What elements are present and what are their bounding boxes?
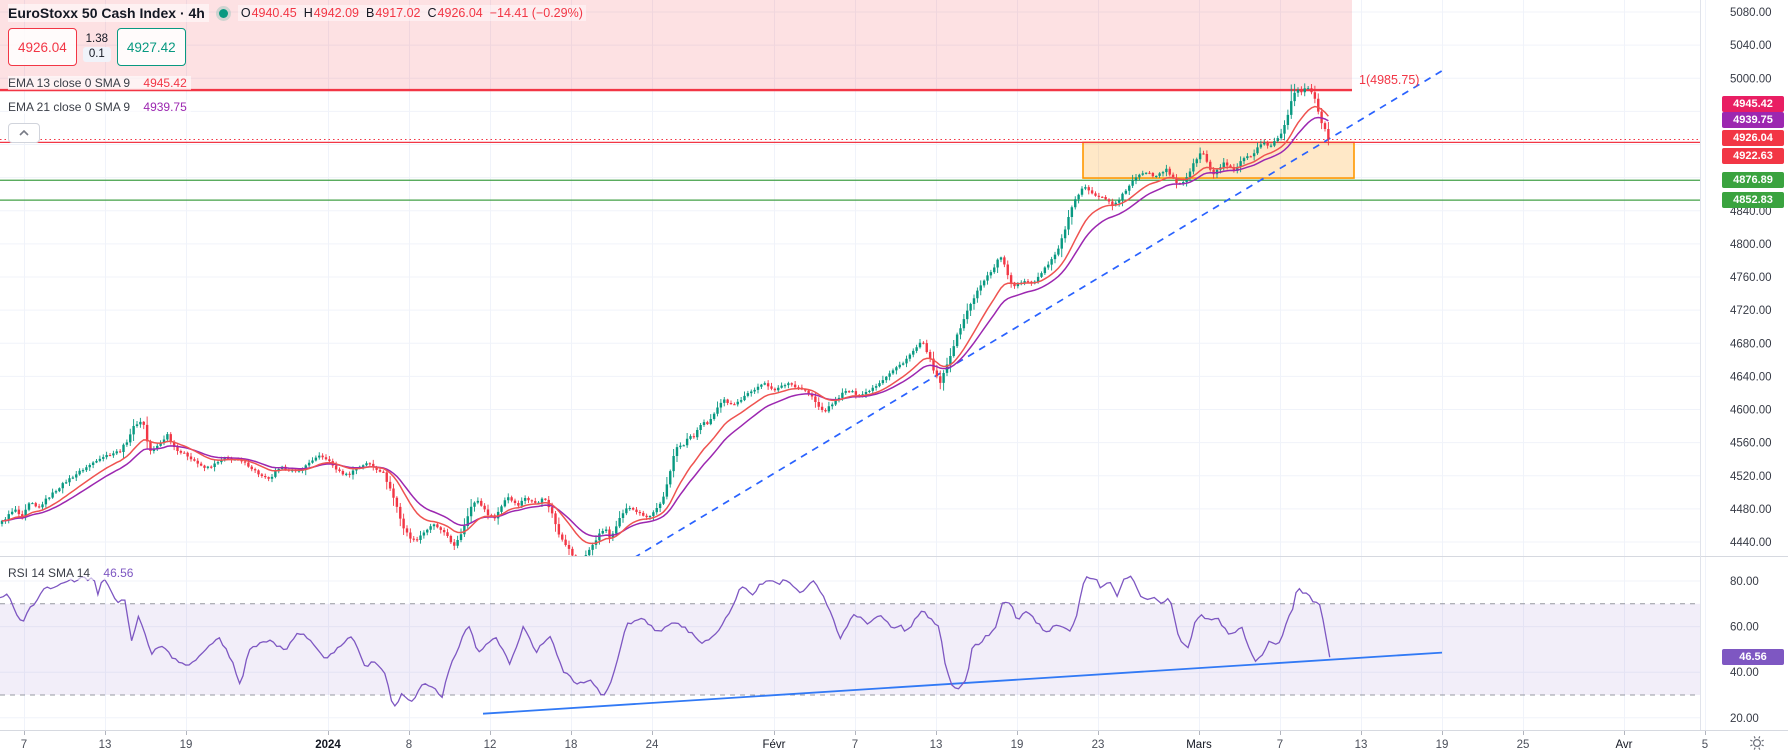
time-axis-label: 8 bbox=[406, 739, 412, 751]
time-axis-label: 12 bbox=[484, 739, 497, 751]
price-axis-label: 4720.00 bbox=[1730, 305, 1772, 317]
time-axis-label: 13 bbox=[1355, 739, 1368, 751]
ema21-line bbox=[1, 116, 1329, 538]
spread-top-value: 1.38 bbox=[85, 33, 108, 45]
open-value: 4940.45 bbox=[251, 6, 297, 20]
symbol-legend-row[interactable]: EuroStoxx 50 Cash Index · 4h O4940.45 H4… bbox=[8, 4, 586, 22]
high-value: 4942.09 bbox=[313, 6, 359, 20]
price-axis[interactable]: 5080.00 5040.00 5000.00 4840.00 4800.00 4760.… bbox=[1730, 7, 1772, 725]
rsi-axis-label: 20.00 bbox=[1730, 713, 1759, 725]
time-axis-label: 19 bbox=[1011, 739, 1024, 751]
time-axis-label: Avr bbox=[1615, 739, 1632, 751]
ohlc-values: O4940.45 H4942.09 B4917.02 C4926.04 −14.… bbox=[237, 5, 586, 21]
time-axis-label: 7 bbox=[1277, 739, 1283, 751]
time-axis-label: 7 bbox=[852, 739, 858, 751]
symbol-title[interactable]: EuroStoxx 50 Cash Index · 4h bbox=[8, 4, 209, 22]
low-value: 4917.02 bbox=[375, 6, 421, 20]
price-axis-label: 4520.00 bbox=[1730, 471, 1772, 483]
ema21-label: EMA 21 close 0 SMA 9 bbox=[8, 100, 131, 114]
time-axis-label: 13 bbox=[99, 739, 112, 751]
price-axis-label: 4600.00 bbox=[1730, 405, 1772, 417]
market-status-icon bbox=[218, 8, 228, 18]
close-value: 4926.04 bbox=[437, 6, 483, 20]
time-axis-label: Mars bbox=[1186, 739, 1212, 751]
time-axis-label: 19 bbox=[1436, 739, 1449, 751]
price-axis-label: 4480.00 bbox=[1730, 504, 1772, 516]
rsi-axis-label: 40.00 bbox=[1730, 667, 1759, 679]
price-trendline-dashed bbox=[635, 70, 1443, 556]
time-axis-label: Févr bbox=[763, 739, 786, 751]
price-axis-label: 4760.00 bbox=[1730, 272, 1772, 284]
ema13-line bbox=[1, 105, 1329, 545]
price-axis-label: 5000.00 bbox=[1730, 73, 1772, 85]
collapse-legend-button[interactable] bbox=[8, 123, 40, 143]
indicator-legend-ema21[interactable]: EMA 21 close 0 SMA 9 4939.75 bbox=[8, 100, 191, 114]
time-axis-label: 24 bbox=[646, 739, 659, 751]
chevron-up-icon bbox=[19, 130, 29, 136]
ema13-label: EMA 13 close 0 SMA 9 bbox=[8, 76, 131, 90]
time-axis-label: 23 bbox=[1092, 739, 1105, 751]
rsi-axis-label: 60.00 bbox=[1730, 622, 1759, 634]
time-axis-label: 13 bbox=[930, 739, 943, 751]
price-axis-label: 5040.00 bbox=[1730, 40, 1772, 52]
spread-indicator: 1.38 0.1 bbox=[82, 28, 111, 66]
spread-bottom-value: 0.1 bbox=[82, 47, 111, 62]
resistance-price-label: 1(4985.75) bbox=[1359, 73, 1419, 87]
axis-settings-gear-icon[interactable] bbox=[1750, 736, 1764, 750]
rsi-band bbox=[0, 603, 1700, 695]
time-axis-label: 2024 bbox=[315, 739, 341, 751]
time-axis-label: 7 bbox=[21, 739, 27, 751]
price-axis-label: 4440.00 bbox=[1730, 537, 1772, 549]
time-axis-label: 19 bbox=[180, 739, 193, 751]
rsi-value: 46.56 bbox=[103, 566, 134, 580]
ema-lines-group bbox=[1, 105, 1329, 545]
price-axis-label: 5080.00 bbox=[1730, 7, 1772, 19]
indicator-legend-ema13[interactable]: EMA 13 close 0 SMA 9 4945.42 bbox=[8, 76, 191, 90]
time-axis[interactable]: 7 13 19 2024 8 12 18 24 Févr 7 13 19 23 Mars 7 13 19 25 Av… bbox=[21, 731, 1708, 751]
rsi-line bbox=[0, 575, 1331, 708]
rsi-axis-label: 80.00 bbox=[1730, 576, 1759, 588]
buy-button[interactable]: 4927.42 bbox=[116, 28, 186, 66]
rsi-label: RSI 14 SMA 14 bbox=[8, 566, 91, 580]
change-value: −14.41 (−0.29%) bbox=[489, 6, 583, 20]
sell-button[interactable]: 4926.04 bbox=[8, 28, 77, 66]
time-axis-label: 5 bbox=[1702, 739, 1708, 751]
price-axis-label: 4640.00 bbox=[1730, 371, 1772, 383]
indicator-legend-rsi[interactable]: RSI 14 SMA 14 46.56 bbox=[8, 566, 138, 580]
time-axis-label: 18 bbox=[565, 739, 578, 751]
grid-lines bbox=[0, 0, 1706, 730]
time-axis-label: 25 bbox=[1517, 739, 1530, 751]
price-axis-label: 4800.00 bbox=[1730, 239, 1772, 251]
ema13-value: 4945.42 bbox=[143, 76, 187, 90]
ema21-value: 4939.75 bbox=[143, 100, 187, 114]
price-axis-label: 4560.00 bbox=[1730, 438, 1772, 450]
price-axis-label: 4840.00 bbox=[1730, 206, 1772, 218]
price-axis-label: 4680.00 bbox=[1730, 338, 1772, 350]
trendline-group bbox=[635, 70, 1443, 556]
rsi-group bbox=[0, 575, 1331, 708]
